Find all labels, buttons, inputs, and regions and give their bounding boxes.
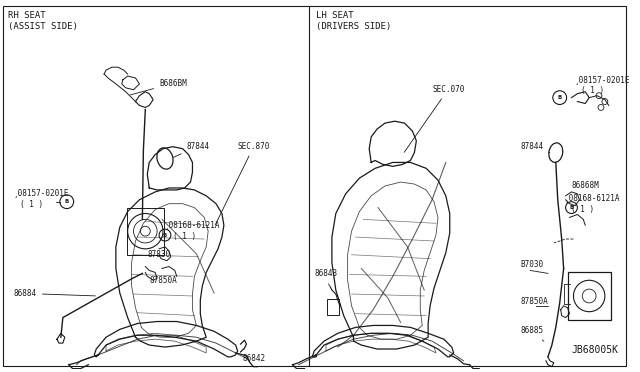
Text: RH SEAT
(ASSIST SIDE): RH SEAT (ASSIST SIDE): [8, 11, 77, 31]
Text: ( 1 ): ( 1 ): [572, 205, 595, 214]
Text: 87850A: 87850A: [520, 297, 548, 306]
Text: ¸08168-6121A: ¸08168-6121A: [165, 220, 220, 229]
Text: 86884: 86884: [13, 289, 95, 298]
Text: LH SEAT
(DRIVERS SIDE): LH SEAT (DRIVERS SIDE): [316, 11, 392, 31]
Text: B7030: B7030: [520, 260, 543, 269]
Text: ( 1 ): ( 1 ): [173, 232, 196, 241]
Text: 86842: 86842: [243, 349, 266, 363]
Text: JB68005K: JB68005K: [572, 345, 619, 355]
Text: ¸08157-0201E: ¸08157-0201E: [575, 75, 630, 84]
Text: 86868M: 86868M: [572, 181, 599, 190]
Text: ¸08157-0201E: ¸08157-0201E: [13, 188, 69, 197]
Text: 86885: 86885: [520, 326, 544, 341]
Text: 87844: 87844: [173, 142, 210, 157]
Text: ¸08168-6121A: ¸08168-6121A: [564, 194, 620, 203]
Text: B: B: [163, 232, 167, 238]
Text: SEC.870: SEC.870: [215, 142, 270, 225]
Text: B: B: [570, 205, 573, 210]
Text: 87844: 87844: [520, 142, 550, 153]
Text: 86843: 86843: [314, 269, 337, 285]
Text: B: B: [65, 199, 69, 204]
Text: ( 1 ): ( 1 ): [20, 200, 43, 209]
Text: B: B: [557, 95, 562, 100]
Text: 87830: 87830: [147, 250, 170, 259]
Text: SEC.070: SEC.070: [404, 85, 465, 152]
Text: ( 1 ): ( 1 ): [581, 86, 604, 95]
Text: B686BM: B686BM: [131, 79, 187, 95]
Text: 87850A: 87850A: [149, 276, 177, 285]
